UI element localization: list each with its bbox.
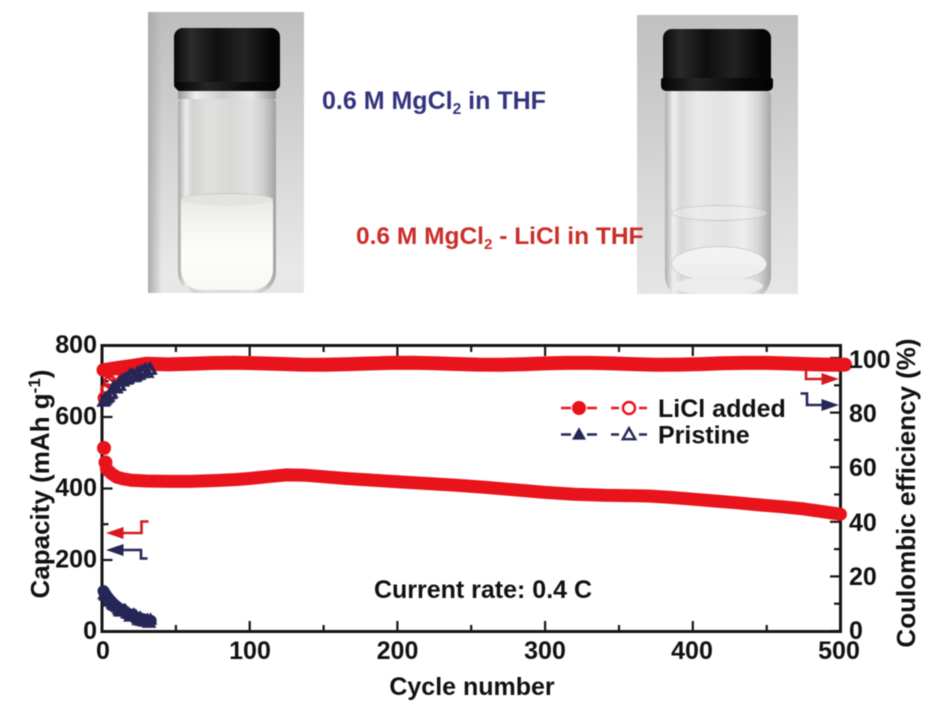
svg-text:400: 400 [55,474,97,502]
svg-text:800: 800 [55,331,97,359]
svg-text:Current rate: 0.4 C: Current rate: 0.4 C [374,576,592,604]
svg-text:0: 0 [83,617,97,645]
svg-text:Cycle number: Cycle number [389,673,555,701]
svg-text:100: 100 [849,346,891,374]
svg-text:Capacity (mAh g-1): Capacity (mAh g-1) [25,370,55,599]
svg-text:Coulombic efficiency (%): Coulombic efficiency (%) [891,338,921,647]
svg-text:20: 20 [849,563,877,591]
svg-text:600: 600 [55,403,97,431]
svg-text:80: 80 [849,400,877,428]
svg-text:400: 400 [671,637,713,665]
svg-text:200: 200 [55,546,97,574]
svg-text:LiCl added: LiCl added [658,395,786,423]
svg-text:60: 60 [849,454,877,482]
svg-text:500: 500 [818,637,860,665]
svg-text:0: 0 [96,637,110,665]
svg-text:300: 300 [524,637,566,665]
svg-text:0: 0 [849,617,863,645]
svg-text:100: 100 [229,637,271,665]
svg-text:40: 40 [849,509,877,537]
svg-text:200: 200 [377,637,419,665]
svg-text:Pristine: Pristine [658,422,750,450]
